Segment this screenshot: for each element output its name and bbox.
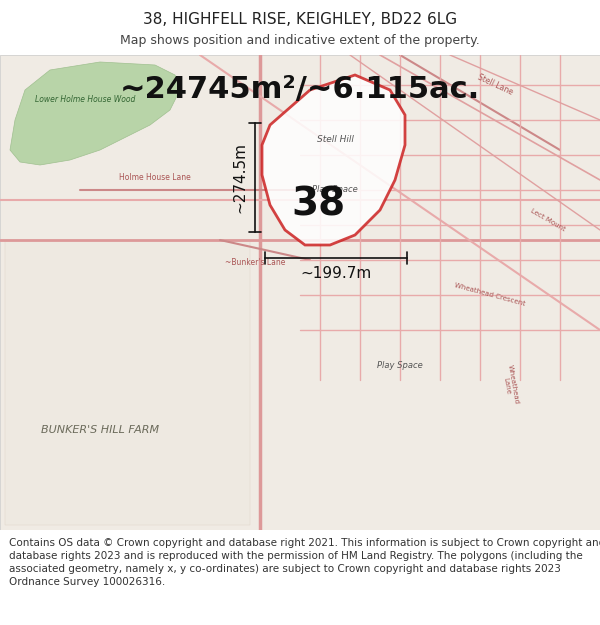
Text: 38: 38 — [291, 186, 345, 224]
Text: ~199.7m: ~199.7m — [301, 266, 371, 281]
Polygon shape — [5, 240, 250, 525]
Text: ~274.5m: ~274.5m — [232, 142, 247, 213]
Text: Map shows position and indicative extent of the property.: Map shows position and indicative extent… — [120, 34, 480, 47]
Text: Lower Holme House Wood: Lower Holme House Wood — [35, 96, 135, 104]
Polygon shape — [10, 62, 180, 165]
Text: Stell Hill: Stell Hill — [317, 136, 353, 144]
Polygon shape — [262, 75, 405, 245]
Text: Lect Mount: Lect Mount — [530, 208, 566, 232]
Text: Holme House Lane: Holme House Lane — [119, 173, 191, 182]
Text: Wheathead Crescent: Wheathead Crescent — [454, 282, 526, 308]
Text: Stell Lane: Stell Lane — [476, 73, 514, 97]
Text: Play Space: Play Space — [312, 186, 358, 194]
Text: Wheathead
Lane: Wheathead Lane — [500, 364, 520, 406]
Text: 38, HIGHFELL RISE, KEIGHLEY, BD22 6LG: 38, HIGHFELL RISE, KEIGHLEY, BD22 6LG — [143, 12, 457, 27]
Text: ~Bunker's Lane: ~Bunker's Lane — [225, 258, 285, 267]
Text: BUNKER'S HILL FARM: BUNKER'S HILL FARM — [41, 425, 159, 435]
Text: Play Space: Play Space — [377, 361, 423, 369]
Text: Contains OS data © Crown copyright and database right 2021. This information is : Contains OS data © Crown copyright and d… — [9, 538, 600, 588]
Text: ~24745m²/~6.115ac.: ~24745m²/~6.115ac. — [120, 75, 480, 104]
